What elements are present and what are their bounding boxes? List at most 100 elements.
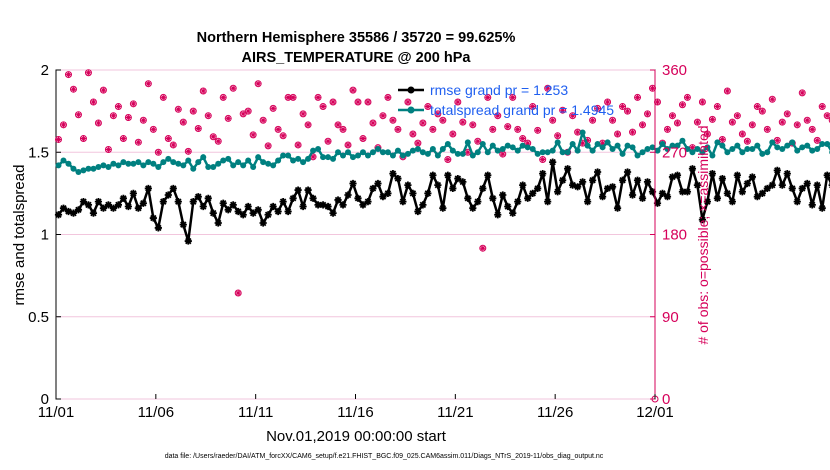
rmse-point <box>64 207 73 216</box>
obs-assimilated-marker <box>380 113 386 119</box>
rmse-point <box>399 198 407 206</box>
obs-count-markers <box>54 69 830 403</box>
obs-assimilated-marker <box>310 154 316 160</box>
totalspread-point <box>649 144 656 151</box>
obs-assimilated-marker <box>555 133 561 139</box>
obs-assimilated-marker <box>305 122 311 128</box>
obs-possible-marker <box>204 112 212 120</box>
rmse-point <box>494 211 502 219</box>
obs-possible-marker <box>539 156 547 164</box>
obs-assimilated-marker <box>530 104 536 110</box>
totalspread-point <box>569 141 576 148</box>
rmse-point <box>404 181 412 189</box>
obs-assimilated-marker <box>335 122 341 128</box>
obs-assimilated-marker <box>500 151 506 157</box>
obs-assimilated-marker <box>225 115 231 121</box>
totalspread-point <box>384 149 391 156</box>
totalspread-point <box>185 157 192 164</box>
totalspread-point <box>354 152 361 159</box>
rmse-point <box>159 198 167 206</box>
totalspread-point <box>519 142 526 149</box>
totalspread-point <box>544 149 551 156</box>
obs-possible-marker <box>728 118 736 126</box>
obs-assimilated-marker <box>719 136 725 142</box>
obs-assimilated-marker <box>390 117 396 123</box>
obs-assimilated-marker <box>505 124 511 130</box>
totalspread-point <box>200 154 207 161</box>
rmse-point <box>359 201 367 209</box>
obs-assimilated-marker <box>674 120 680 126</box>
rmse-point <box>818 204 826 212</box>
obs-possible-marker <box>723 87 731 95</box>
obs-possible-marker <box>624 107 632 115</box>
obs-assimilated-marker <box>355 99 361 105</box>
obs-possible-marker <box>778 118 786 126</box>
obs-possible-marker <box>484 93 492 101</box>
obs-assimilated-marker <box>160 94 166 100</box>
totalspread-point <box>379 149 386 156</box>
totalspread-point <box>270 162 277 169</box>
rmse-point <box>783 170 791 178</box>
totalspread-point <box>150 160 157 167</box>
obs-possible-marker <box>444 156 452 164</box>
obs-assimilated-marker <box>365 99 371 105</box>
axes: 0 0.5 1 1.5 2 0 90 180 270 360 11/01 11/06 11/11 11/1… <box>28 62 687 421</box>
totalspread-point <box>514 147 521 154</box>
totalspread-point <box>389 152 396 159</box>
totalspread-point <box>275 157 282 164</box>
obs-possible-marker <box>743 137 751 145</box>
obs-possible-marker <box>209 133 217 141</box>
y2-tick-label: 0 <box>662 391 670 408</box>
totalspread-point <box>235 159 242 166</box>
rmse-point <box>309 194 317 202</box>
obs-possible-marker <box>783 110 791 118</box>
totalspread-point <box>135 159 142 166</box>
totalspread-series <box>55 129 830 175</box>
rmse-point <box>269 202 277 211</box>
obs-assimilated-marker <box>350 87 356 93</box>
obs-possible-marker <box>84 69 92 77</box>
obs-assimilated-marker <box>115 104 121 110</box>
rmse-point <box>274 207 282 216</box>
obs-possible-marker <box>214 137 222 145</box>
obs-assimilated-marker <box>650 85 656 91</box>
legend-spread-label: totalspread grand pr = 1.4945 <box>430 102 614 118</box>
obs-possible-marker <box>629 128 637 136</box>
totalspread-point <box>629 144 636 151</box>
rmse-point <box>603 184 612 193</box>
obs-assimilated-marker <box>694 119 700 125</box>
totalspread-point <box>664 145 671 152</box>
totalspread-point <box>674 142 681 149</box>
totalspread-point <box>489 142 496 149</box>
rmse-point <box>673 171 682 179</box>
totalspread-point <box>504 142 511 149</box>
obs-assimilated-marker <box>490 126 496 132</box>
rmse-point <box>763 184 771 193</box>
obs-assimilated-marker <box>689 145 695 151</box>
rmse-point <box>139 199 147 207</box>
totalspread-point <box>160 159 167 166</box>
obs-assimilated-marker <box>250 132 256 138</box>
obs-possible-marker <box>713 103 721 111</box>
totalspread-point <box>280 152 287 159</box>
rmse-point <box>299 202 307 211</box>
x-tick-label: 11/01 <box>38 404 74 421</box>
obs-assimilated-marker <box>65 72 71 78</box>
rmse-point <box>613 204 622 212</box>
rmse-point <box>698 216 707 224</box>
rmse-point <box>484 171 492 179</box>
obs-possible-marker <box>529 103 537 111</box>
totalspread-point <box>320 154 327 161</box>
obs-assimilated-marker <box>205 113 211 119</box>
obs-possible-marker <box>344 141 352 149</box>
obs-assimilated-marker <box>819 104 825 110</box>
totalspread-point <box>434 152 441 159</box>
obs-assimilated-marker <box>215 138 221 144</box>
obs-possible-marker <box>254 80 262 88</box>
rmse-point <box>474 198 482 206</box>
y-tick-label: 1 <box>41 227 49 244</box>
obs-assimilated-marker <box>809 126 815 132</box>
obs-assimilated-marker <box>80 136 86 142</box>
obs-assimilated-marker <box>724 88 730 94</box>
rmse-point <box>618 176 627 184</box>
